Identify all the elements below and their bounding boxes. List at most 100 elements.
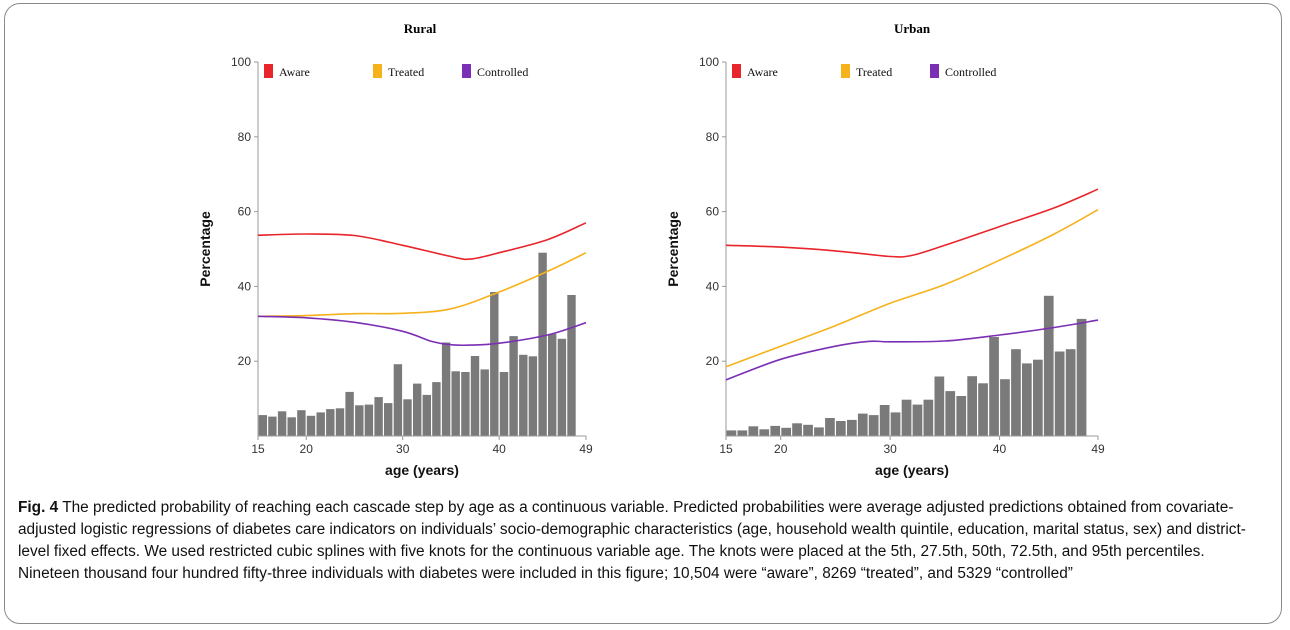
urban-x-tick-label: 30 (883, 442, 897, 456)
caption-text: The predicted probability of reaching ea… (18, 499, 1246, 582)
figure-caption: Fig. 4 The predicted probability of reac… (18, 497, 1270, 585)
urban-histogram-bar (781, 427, 791, 436)
rural-histogram-bar (451, 371, 460, 436)
rural-legend-label-treated: Treated (388, 65, 424, 79)
rural-histogram-bar (470, 356, 480, 436)
urban-histogram-bar (847, 419, 857, 436)
urban-legend-swatch-treated (841, 64, 850, 78)
urban-x-tick-label: 40 (993, 442, 1007, 456)
rural-legend-label-aware: Aware (279, 65, 310, 79)
rural-x-axis-label: age (years) (385, 462, 459, 478)
rural-treated-line (257, 251, 587, 318)
urban-controlled-line (725, 319, 1099, 381)
rural-y-tick-label: 20 (238, 354, 252, 368)
rural-histogram-bar (490, 292, 499, 436)
rural-y-tick-label: 40 (238, 279, 252, 293)
urban-histogram-bar (945, 391, 956, 436)
rural-legend-swatch-treated (373, 64, 382, 78)
urban-y-tick-label: 40 (706, 279, 720, 293)
rural-histogram-bar (480, 369, 489, 436)
urban-y-axis-label: Percentage (665, 211, 681, 287)
rural-x-tick-label: 40 (492, 442, 506, 456)
urban-histogram-bar (978, 383, 988, 436)
rural-histogram-bar (297, 410, 306, 436)
rural-y-axis-label: Percentage (197, 211, 213, 287)
rural-histogram-bar (403, 399, 412, 436)
urban-histogram-bar (901, 399, 912, 436)
urban-histogram-bar (1054, 351, 1065, 436)
urban-histogram-bar (890, 412, 901, 436)
rural-histogram-bar (567, 295, 576, 436)
urban-histogram-bar (1011, 349, 1021, 436)
rural-histogram-bar (306, 415, 316, 436)
urban-histogram-bar (879, 405, 890, 436)
rural-histogram-bar (538, 252, 547, 436)
rural-histogram-bar (509, 336, 518, 436)
rural-panel: Rural 20 40 60 80 100 15 20 30 40 49 age (years) Per… (197, 21, 593, 478)
caption-label: Fig. 4 (18, 499, 59, 516)
urban-histogram-bar (759, 429, 770, 436)
urban-legend-swatch-controlled (930, 64, 939, 78)
rural-controlled-line (257, 315, 587, 347)
urban-histogram-bar (956, 396, 967, 436)
rural-legend-swatch-controlled (462, 64, 471, 78)
rural-histogram-bar (374, 397, 383, 436)
urban-y-tick-label: 80 (706, 130, 720, 144)
urban-histogram-bar (967, 376, 977, 436)
rural-aware-line (257, 222, 587, 261)
rural-panel-title: Rural (404, 21, 437, 36)
rural-y-tick-label: 80 (238, 130, 252, 144)
rural-histogram-bar (345, 391, 354, 436)
urban-y-tick-label: 100 (699, 55, 719, 69)
urban-panel-title: Urban (894, 21, 931, 36)
rural-y-tick-label: 100 (231, 55, 251, 69)
urban-histogram-bar (989, 336, 999, 436)
rural-histogram-bar (277, 411, 287, 436)
rural-histogram-bar (326, 409, 335, 436)
urban-histogram-bar (857, 413, 868, 436)
urban-histogram-bar (726, 430, 737, 436)
rural-histogram-bar (422, 394, 431, 436)
urban-legend-swatch-aware (732, 64, 741, 78)
rural-histogram-bar (335, 408, 345, 436)
rural-legend-swatch-aware (264, 64, 273, 78)
rural-histogram-bar (393, 364, 403, 436)
urban-histogram-bar (923, 399, 934, 436)
urban-legend-label-controlled: Controlled (945, 65, 996, 79)
urban-y-tick-label: 60 (706, 205, 720, 219)
rural-histogram-bar (287, 417, 296, 436)
rural-histogram-bar (355, 405, 364, 436)
urban-legend-label-treated: Treated (856, 65, 892, 79)
rural-histogram-bar (258, 415, 267, 436)
urban-x-tick-label: 49 (1091, 442, 1105, 456)
urban-aware-line (725, 188, 1099, 258)
urban-histogram-bar (1000, 379, 1010, 436)
urban-legend-label-aware: Aware (747, 65, 778, 79)
urban-histogram-bar (792, 423, 802, 436)
rural-histogram-bar (316, 412, 325, 436)
rural-histogram-bar (548, 333, 557, 436)
figure-frame (4, 3, 1282, 624)
urban-panel: Urban 20 40 60 80 100 15 20 30 40 49 age (years) Per… (665, 21, 1105, 478)
rural-y-tick-label: 60 (238, 205, 252, 219)
rural-histogram-bar (432, 382, 441, 436)
rural-histogram-bar (364, 404, 374, 436)
rural-histogram-bar (441, 342, 451, 436)
figure-panels: Rural 20 40 60 80 100 15 20 30 40 49 age (years) Per… (197, 21, 1105, 478)
rural-histogram-bar (413, 383, 422, 436)
urban-histogram-bar (836, 421, 846, 436)
urban-histogram-bar (1033, 359, 1043, 436)
urban-histogram-bar (803, 424, 813, 436)
urban-histogram-bar (1065, 349, 1076, 436)
rural-x-tick-label: 30 (396, 442, 410, 456)
urban-treated-line (725, 209, 1099, 368)
urban-histogram-bar (1022, 363, 1032, 436)
rural-histogram-bar (499, 372, 509, 436)
rural-histogram-bar (528, 356, 538, 436)
urban-histogram-bar (814, 427, 824, 436)
urban-x-tick-label: 20 (774, 442, 788, 456)
urban-histogram-bar (1076, 318, 1087, 436)
rural-histogram-bar (268, 416, 277, 436)
urban-histogram-bar (934, 376, 945, 436)
rural-histogram-bar (557, 338, 567, 436)
